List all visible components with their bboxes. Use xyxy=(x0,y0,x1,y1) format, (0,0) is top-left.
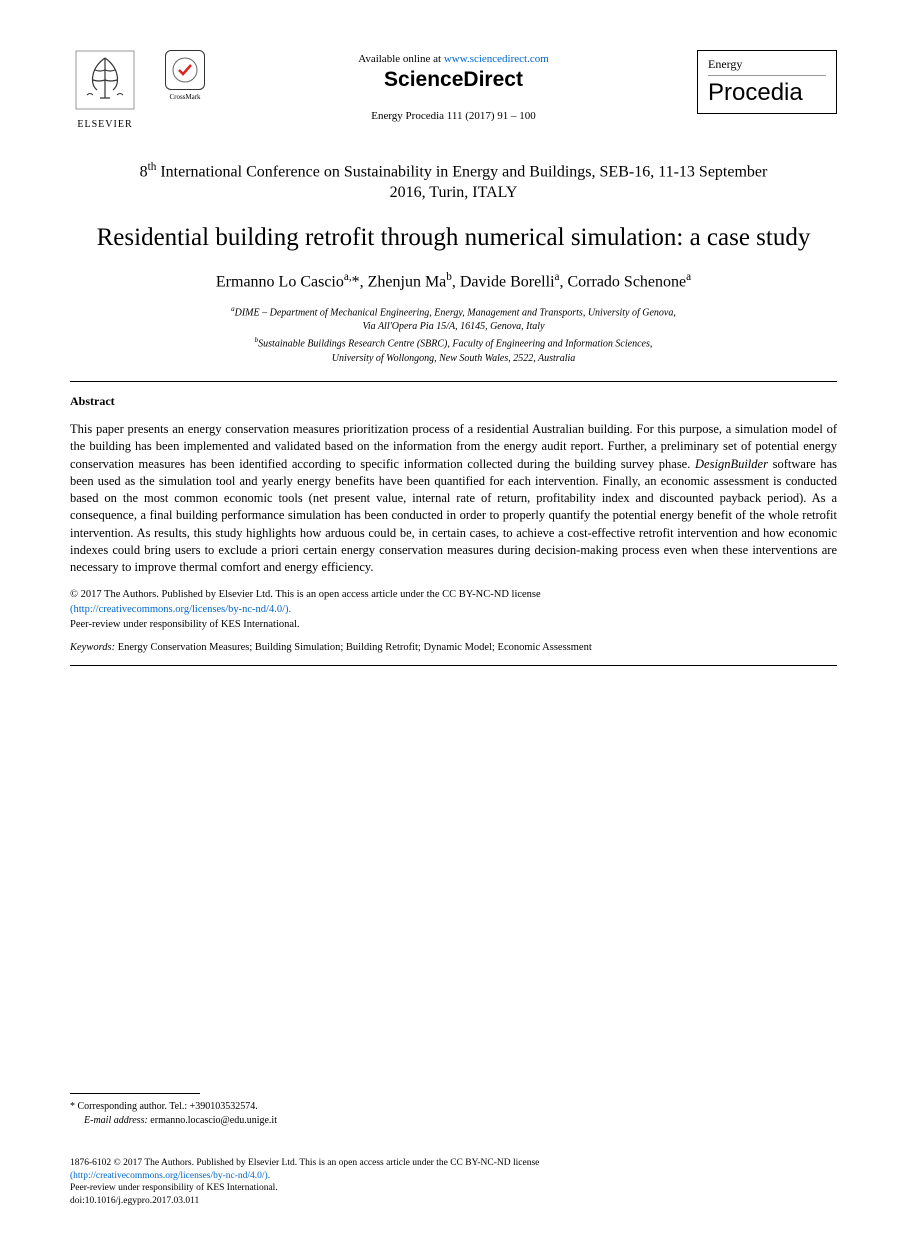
keywords-label: Keywords: xyxy=(70,642,115,653)
footer-block: 1876-6102 © 2017 The Authors. Published … xyxy=(70,1157,837,1208)
affiliation-b: bSustainable Buildings Research Centre (… xyxy=(70,335,837,366)
footnote-block: * Corresponding author. Tel.: +390103532… xyxy=(70,1093,837,1128)
email-label: E-mail address: xyxy=(84,1115,148,1126)
left-logos: ELSEVIER CrossMark xyxy=(70,50,210,130)
keywords-line: Keywords: Energy Conservation Measures; … xyxy=(70,642,837,653)
center-header: Available online at www.sciencedirect.co… xyxy=(210,50,697,122)
abstract-heading: Abstract xyxy=(70,394,837,409)
journal-category: Energy xyxy=(708,57,826,76)
divider xyxy=(70,665,837,666)
author-list: Ermanno Lo Cascioa,*, Zhenjun Mab, David… xyxy=(70,271,837,291)
journal-name: Procedia xyxy=(708,79,826,107)
affiliations: aDIME – Department of Mechanical Enginee… xyxy=(70,304,837,367)
conference-info: 8th International Conference on Sustaina… xyxy=(70,160,837,204)
sciencedirect-link[interactable]: www.sciencedirect.com xyxy=(444,53,549,65)
email-address: ermanno.locascio@edu.unige.it xyxy=(148,1115,277,1126)
crossmark-badge[interactable]: CrossMark xyxy=(160,50,210,101)
elsevier-tree-icon xyxy=(75,50,135,110)
keywords-text: Energy Conservation Measures; Building S… xyxy=(115,642,592,653)
divider xyxy=(70,381,837,382)
crossmark-label: CrossMark xyxy=(160,93,210,101)
journal-box: Energy Procedia xyxy=(697,50,837,114)
footer-license-link[interactable]: (http://creativecommons.org/licenses/by-… xyxy=(70,1171,270,1181)
paper-title: Residential building retrofit through nu… xyxy=(70,222,837,253)
elsevier-logo: ELSEVIER xyxy=(70,50,140,130)
email-line: E-mail address: ermanno.locascio@edu.uni… xyxy=(70,1114,837,1128)
footer-doi: doi:10.1016/j.egypro.2017.03.011 xyxy=(70,1196,199,1206)
footer-issn: 1876-6102 © 2017 The Authors. Published … xyxy=(70,1158,539,1168)
available-text: Available online at xyxy=(358,53,444,65)
sciencedirect-wordmark: ScienceDirect xyxy=(210,68,697,92)
copyright-line1: © 2017 The Authors. Published by Elsevie… xyxy=(70,589,541,600)
citation-line: Energy Procedia 111 (2017) 91 – 100 xyxy=(210,110,697,122)
header-row: ELSEVIER CrossMark Available online at w… xyxy=(70,50,837,130)
available-online: Available online at www.sciencedirect.co… xyxy=(210,53,697,65)
crossmark-icon xyxy=(165,50,205,90)
footer-peer-review: Peer-review under responsibility of KES … xyxy=(70,1183,278,1193)
abstract-body: This paper presents an energy conservati… xyxy=(70,421,837,576)
paper-page: ELSEVIER CrossMark Available online at w… xyxy=(0,0,907,1238)
peer-review-line: Peer-review under responsibility of KES … xyxy=(70,619,300,630)
license-link[interactable]: (http://creativecommons.org/licenses/by-… xyxy=(70,604,291,615)
elsevier-label: ELSEVIER xyxy=(70,119,140,130)
copyright-block: © 2017 The Authors. Published by Elsevie… xyxy=(70,588,837,632)
affiliation-a: aDIME – Department of Mechanical Enginee… xyxy=(70,304,837,335)
footnote-separator xyxy=(70,1093,200,1094)
corresponding-author: * Corresponding author. Tel.: +390103532… xyxy=(70,1100,837,1114)
